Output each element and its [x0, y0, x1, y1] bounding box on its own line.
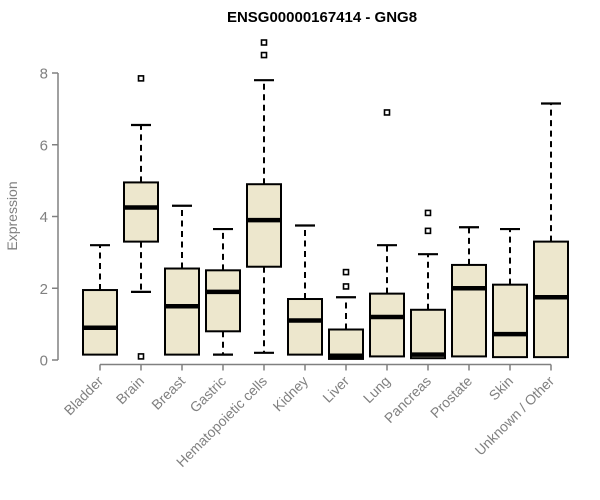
- box-group-gastric: [205, 227, 241, 356]
- box-pancreas: [410, 308, 446, 360]
- x-tick-label-breast: Breast: [148, 373, 188, 413]
- x-tick-label-liver: Liver: [319, 373, 352, 406]
- outlier-point-hematopoietic-cells: [260, 39, 268, 46]
- box-skin: [492, 283, 528, 359]
- box-brain: [123, 181, 159, 243]
- x-tick-label-skin: Skin: [486, 373, 517, 404]
- box-group-bladder: [82, 244, 118, 356]
- box-group-prostate: [451, 226, 487, 358]
- box-group-hematopoietic-cells: [246, 39, 282, 354]
- box-group-lung: [369, 109, 405, 358]
- box-hematopoietic-cells: [246, 183, 282, 268]
- box-lung: [369, 292, 405, 358]
- box-kidney: [287, 298, 323, 356]
- x-tick-label-kidney: Kidney: [270, 373, 312, 415]
- box-group-liver: [328, 268, 364, 360]
- box-group-pancreas: [410, 209, 446, 360]
- outlier-point-pancreas: [424, 209, 432, 217]
- x-tick-label-prostate: Prostate: [427, 373, 475, 421]
- outlier-point-liver: [342, 268, 350, 276]
- box-group-brain: [123, 75, 159, 360]
- y-axis: 0 2 4 6 8: [40, 66, 59, 370]
- box-bladder: [82, 289, 118, 356]
- y-tick-label: 8: [40, 66, 48, 83]
- box-series: [82, 39, 569, 360]
- y-tick-label: 0: [40, 353, 48, 370]
- x-tick-label-bladder: Bladder: [61, 373, 107, 419]
- box-group-kidney: [287, 224, 323, 356]
- chart-title: ENSG00000167414 - GNG8: [227, 9, 417, 26]
- y-tick-label: 2: [40, 281, 48, 298]
- outlier-point-pancreas: [424, 227, 432, 235]
- outlier-point-hematopoietic-cells: [260, 51, 268, 59]
- y-axis-label: Expression: [4, 181, 20, 250]
- outlier-point-lung: [383, 109, 391, 116]
- outlier-point-liver: [342, 283, 350, 290]
- box-prostate: [451, 263, 487, 358]
- outlier-point-brain: [137, 353, 145, 360]
- outlier-point-brain: [137, 75, 145, 82]
- x-tick-label-lung: Lung: [360, 373, 393, 406]
- box-group-skin: [492, 227, 528, 359]
- y-tick-label: 6: [40, 137, 48, 154]
- x-tick-label-brain: Brain: [113, 373, 147, 407]
- box-group-breast: [164, 204, 200, 356]
- box-breast: [164, 267, 200, 356]
- y-tick-label: 4: [40, 209, 48, 226]
- box-gastric: [205, 269, 241, 333]
- box-group-unknown-other: [533, 102, 569, 359]
